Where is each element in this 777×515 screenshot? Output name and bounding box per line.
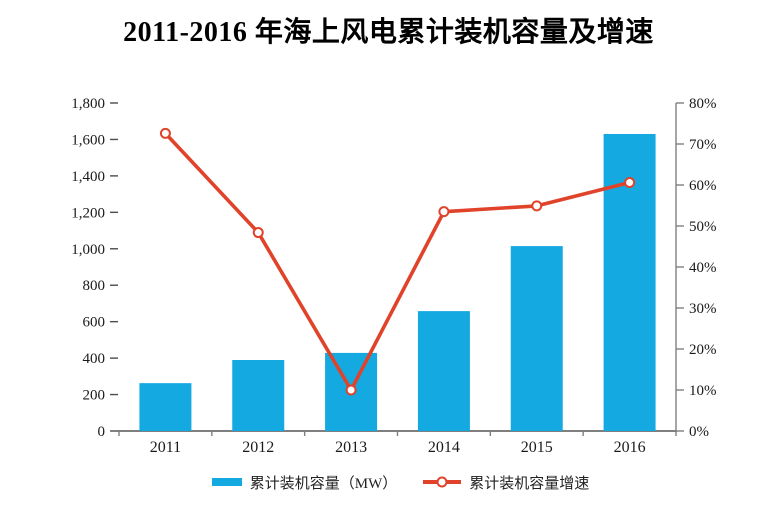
x-tick-label: 2014 (428, 439, 460, 456)
line-marker-2016 (624, 177, 636, 189)
y-left-tick-label: 1,400 (71, 169, 105, 185)
y-right-tick-label: 30% (689, 301, 717, 317)
growth-line-series (159, 127, 636, 396)
bar-2011 (139, 383, 192, 431)
chart-title: 2011-2016 年海上风电累计装机容量及增速 (123, 17, 654, 48)
legend-swatch-capacity (211, 478, 242, 486)
y-right-tick-label: 50% (689, 219, 717, 235)
line-marker-2011 (159, 127, 171, 139)
line-marker-2012 (252, 227, 264, 239)
y-right-tick-label: 80% (689, 96, 717, 112)
x-tick-label: 2011 (150, 439, 181, 456)
line-marker-2014 (438, 206, 450, 218)
y-right-tick-label: 70% (689, 137, 717, 153)
legend-label-capacity: 累计装机容量（MW） (249, 475, 398, 492)
y-left-tick-label: 1,600 (71, 132, 105, 148)
line-marker-2015 (531, 200, 543, 212)
y-left-tick-label: 1,000 (71, 242, 105, 258)
y-left-tick-label: 1,800 (71, 96, 105, 112)
chart-legend: 累计装机容量（MW） 累计装机容量增速 (12, 469, 777, 495)
y-left-tick-label: 600 (83, 315, 106, 331)
growth-line (163, 131, 632, 392)
bars-series (139, 133, 656, 431)
legend-item-capacity: 累计装机容量（MW） (211, 472, 398, 493)
y-left-tick-label: 400 (83, 351, 106, 367)
y-left-tick-label: 1,200 (71, 205, 105, 221)
y-right-tick-label: 0% (689, 424, 709, 440)
y-left-tick-label: 0 (98, 424, 106, 440)
y-right-tick-label: 60% (689, 178, 717, 194)
x-tick-label: 2016 (614, 439, 646, 456)
line-marker-2013 (345, 384, 357, 396)
legend-label-growth: 累计装机容量增速 (469, 475, 590, 492)
bar-2014 (417, 311, 470, 431)
y-left-tick-label: 200 (83, 388, 106, 404)
y-left-tick-label: 800 (83, 278, 106, 294)
x-tick-label: 2015 (521, 439, 553, 456)
y-right-tick-label: 40% (689, 260, 717, 276)
y-right-tick-label: 20% (689, 342, 717, 358)
legend-item-growth: 累计装机容量增速 (423, 472, 589, 493)
y-right-tick-label: 10% (689, 383, 717, 399)
x-tick-label: 2012 (242, 439, 274, 456)
x-tick-label: 2013 (335, 439, 367, 456)
bar-2012 (232, 360, 285, 431)
legend-swatch-growth (423, 480, 462, 484)
bar-2015 (510, 246, 563, 431)
